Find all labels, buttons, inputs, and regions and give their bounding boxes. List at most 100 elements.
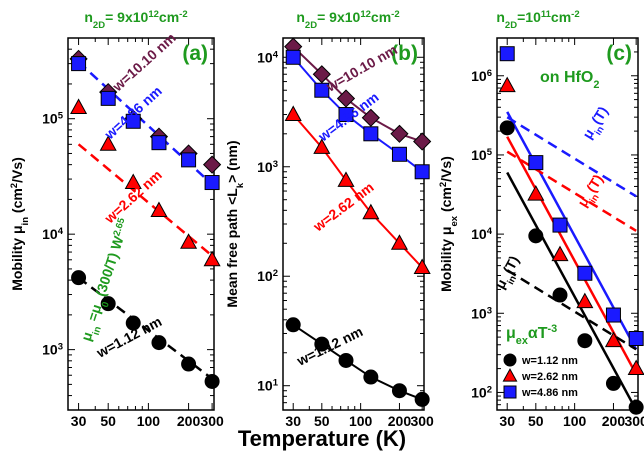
- y-axis-label-part: > (nm): [224, 140, 240, 182]
- y-tick-label-part: 10: [471, 305, 487, 321]
- panel-letter-part: (c): [606, 42, 632, 65]
- y-axis-label-part: /Vs): [438, 156, 454, 182]
- data-point: [363, 126, 379, 142]
- x-tick-label: 200: [177, 413, 201, 429]
- width-annotation-part: w=1.12 nm: [293, 323, 365, 369]
- exponent-formula-part: -3: [548, 323, 558, 335]
- y-tick-label-part: 10: [471, 226, 487, 242]
- mobility-formula-part: (300/T) W: [91, 233, 127, 302]
- mobility-formula-part: 0: [99, 300, 111, 308]
- x-tick-label: 30: [285, 413, 301, 429]
- x-tick-label-part: 300: [200, 413, 224, 429]
- data-point: [361, 108, 380, 127]
- substrate-label: on HfO2: [540, 69, 599, 91]
- fit-line: [77, 276, 213, 380]
- y-axis-label-part: Mean free path <L: [224, 188, 240, 308]
- data-point: [628, 331, 644, 347]
- panel-letter-part: (a): [182, 42, 208, 65]
- data-point: [414, 164, 430, 180]
- mobility-formula-part: in: [90, 325, 103, 337]
- legend-label-part: w=1.12 nm: [521, 355, 578, 367]
- panel-header-part: -2: [391, 9, 399, 20]
- data-point: [312, 65, 331, 84]
- x-tick-label-part: 300: [624, 413, 644, 429]
- y-tick-label: 106: [471, 67, 492, 84]
- y-axis-label-part: 2: [9, 183, 20, 188]
- x-tick-label-part: 50: [100, 413, 116, 429]
- curve-label-part: (T): [583, 171, 606, 195]
- panel-header-part: 10: [525, 9, 541, 25]
- x-tick-label-part: 100: [349, 413, 373, 429]
- y-tick-label: 104: [257, 49, 279, 66]
- legend-label-part: w=4.86 nm: [521, 387, 578, 399]
- data-point: [527, 185, 545, 201]
- data-point: [204, 175, 220, 191]
- panel-header-part: =: [105, 9, 117, 25]
- panel-header-part: 2D: [305, 20, 317, 31]
- panel-header-part: 11: [541, 9, 552, 20]
- data-point: [70, 98, 88, 114]
- x-tick-label-part: 300: [410, 413, 434, 429]
- x-axis-label-part: Temperature (K): [238, 426, 406, 451]
- y-axis-label-part: k: [235, 182, 246, 188]
- data-point: [363, 369, 379, 385]
- x-tick-label-part: 200: [388, 413, 412, 429]
- x-tick-label: 200: [602, 413, 626, 429]
- panel-letter-part: (b): [391, 42, 418, 65]
- legend-label: w=4.86 nm: [521, 387, 578, 399]
- y-tick-label-part: 10: [471, 147, 487, 163]
- x-tick-label: 100: [563, 413, 587, 429]
- data-point: [413, 258, 431, 275]
- data-point: [125, 315, 141, 331]
- y-tick-label-part: 4: [58, 226, 64, 237]
- x-tick-label-part: 200: [177, 413, 201, 429]
- y-tick-label-part: 10: [42, 111, 58, 127]
- legend-label: w=1.12 nm: [521, 355, 578, 367]
- data-point: [628, 399, 644, 415]
- data-point: [71, 56, 87, 72]
- data-point: [151, 135, 167, 151]
- data-point: [285, 317, 301, 333]
- exponent-formula: μexαT-3: [506, 323, 557, 347]
- data-point: [604, 331, 623, 348]
- y-axis-label: Mobility μex (cm2/Vs): [438, 156, 460, 292]
- y-axis-label-part: (cm: [9, 188, 25, 217]
- panel-header-part: n: [496, 9, 505, 25]
- x-tick-label: 30: [71, 413, 87, 429]
- y-tick-label: 103: [471, 305, 492, 322]
- panel-header: n2D=1011cm-2: [496, 9, 579, 31]
- x-tick-label: 300: [200, 413, 224, 429]
- data-point: [528, 228, 544, 244]
- exponent-formula-part: αT: [528, 325, 548, 342]
- panel-header-part: 9x10: [117, 9, 148, 25]
- data-point: [336, 89, 356, 108]
- y-tick-label-part: 10: [471, 384, 487, 400]
- y-tick-label: 105: [42, 110, 64, 127]
- y-axis-label-part: in: [20, 217, 31, 226]
- panel-header-part: 9x10: [329, 9, 360, 25]
- y-tick-label: 104: [471, 226, 493, 243]
- curve-label-part: (T): [588, 103, 611, 127]
- y-axis-label-part: ex: [449, 215, 460, 226]
- panel-header-part: 2D: [505, 20, 517, 31]
- data-point: [551, 245, 569, 262]
- panel-letter: (a): [182, 42, 208, 65]
- y-tick-label-part: 4: [273, 49, 279, 60]
- data-point: [204, 373, 220, 389]
- data-point: [627, 359, 644, 376]
- data-point: [314, 336, 330, 352]
- x-tick-label-part: 30: [499, 413, 515, 429]
- data-point: [577, 265, 593, 281]
- x-tick-label-part: 100: [563, 413, 587, 429]
- y-tick-label: 102: [471, 384, 492, 401]
- x-tick-label-part: 30: [71, 413, 87, 429]
- y-tick-label-part: 5: [487, 146, 493, 157]
- data-point: [124, 173, 142, 189]
- data-point: [71, 270, 87, 286]
- legend-label: w=2.62 nm: [521, 371, 578, 383]
- data-point: [181, 152, 197, 168]
